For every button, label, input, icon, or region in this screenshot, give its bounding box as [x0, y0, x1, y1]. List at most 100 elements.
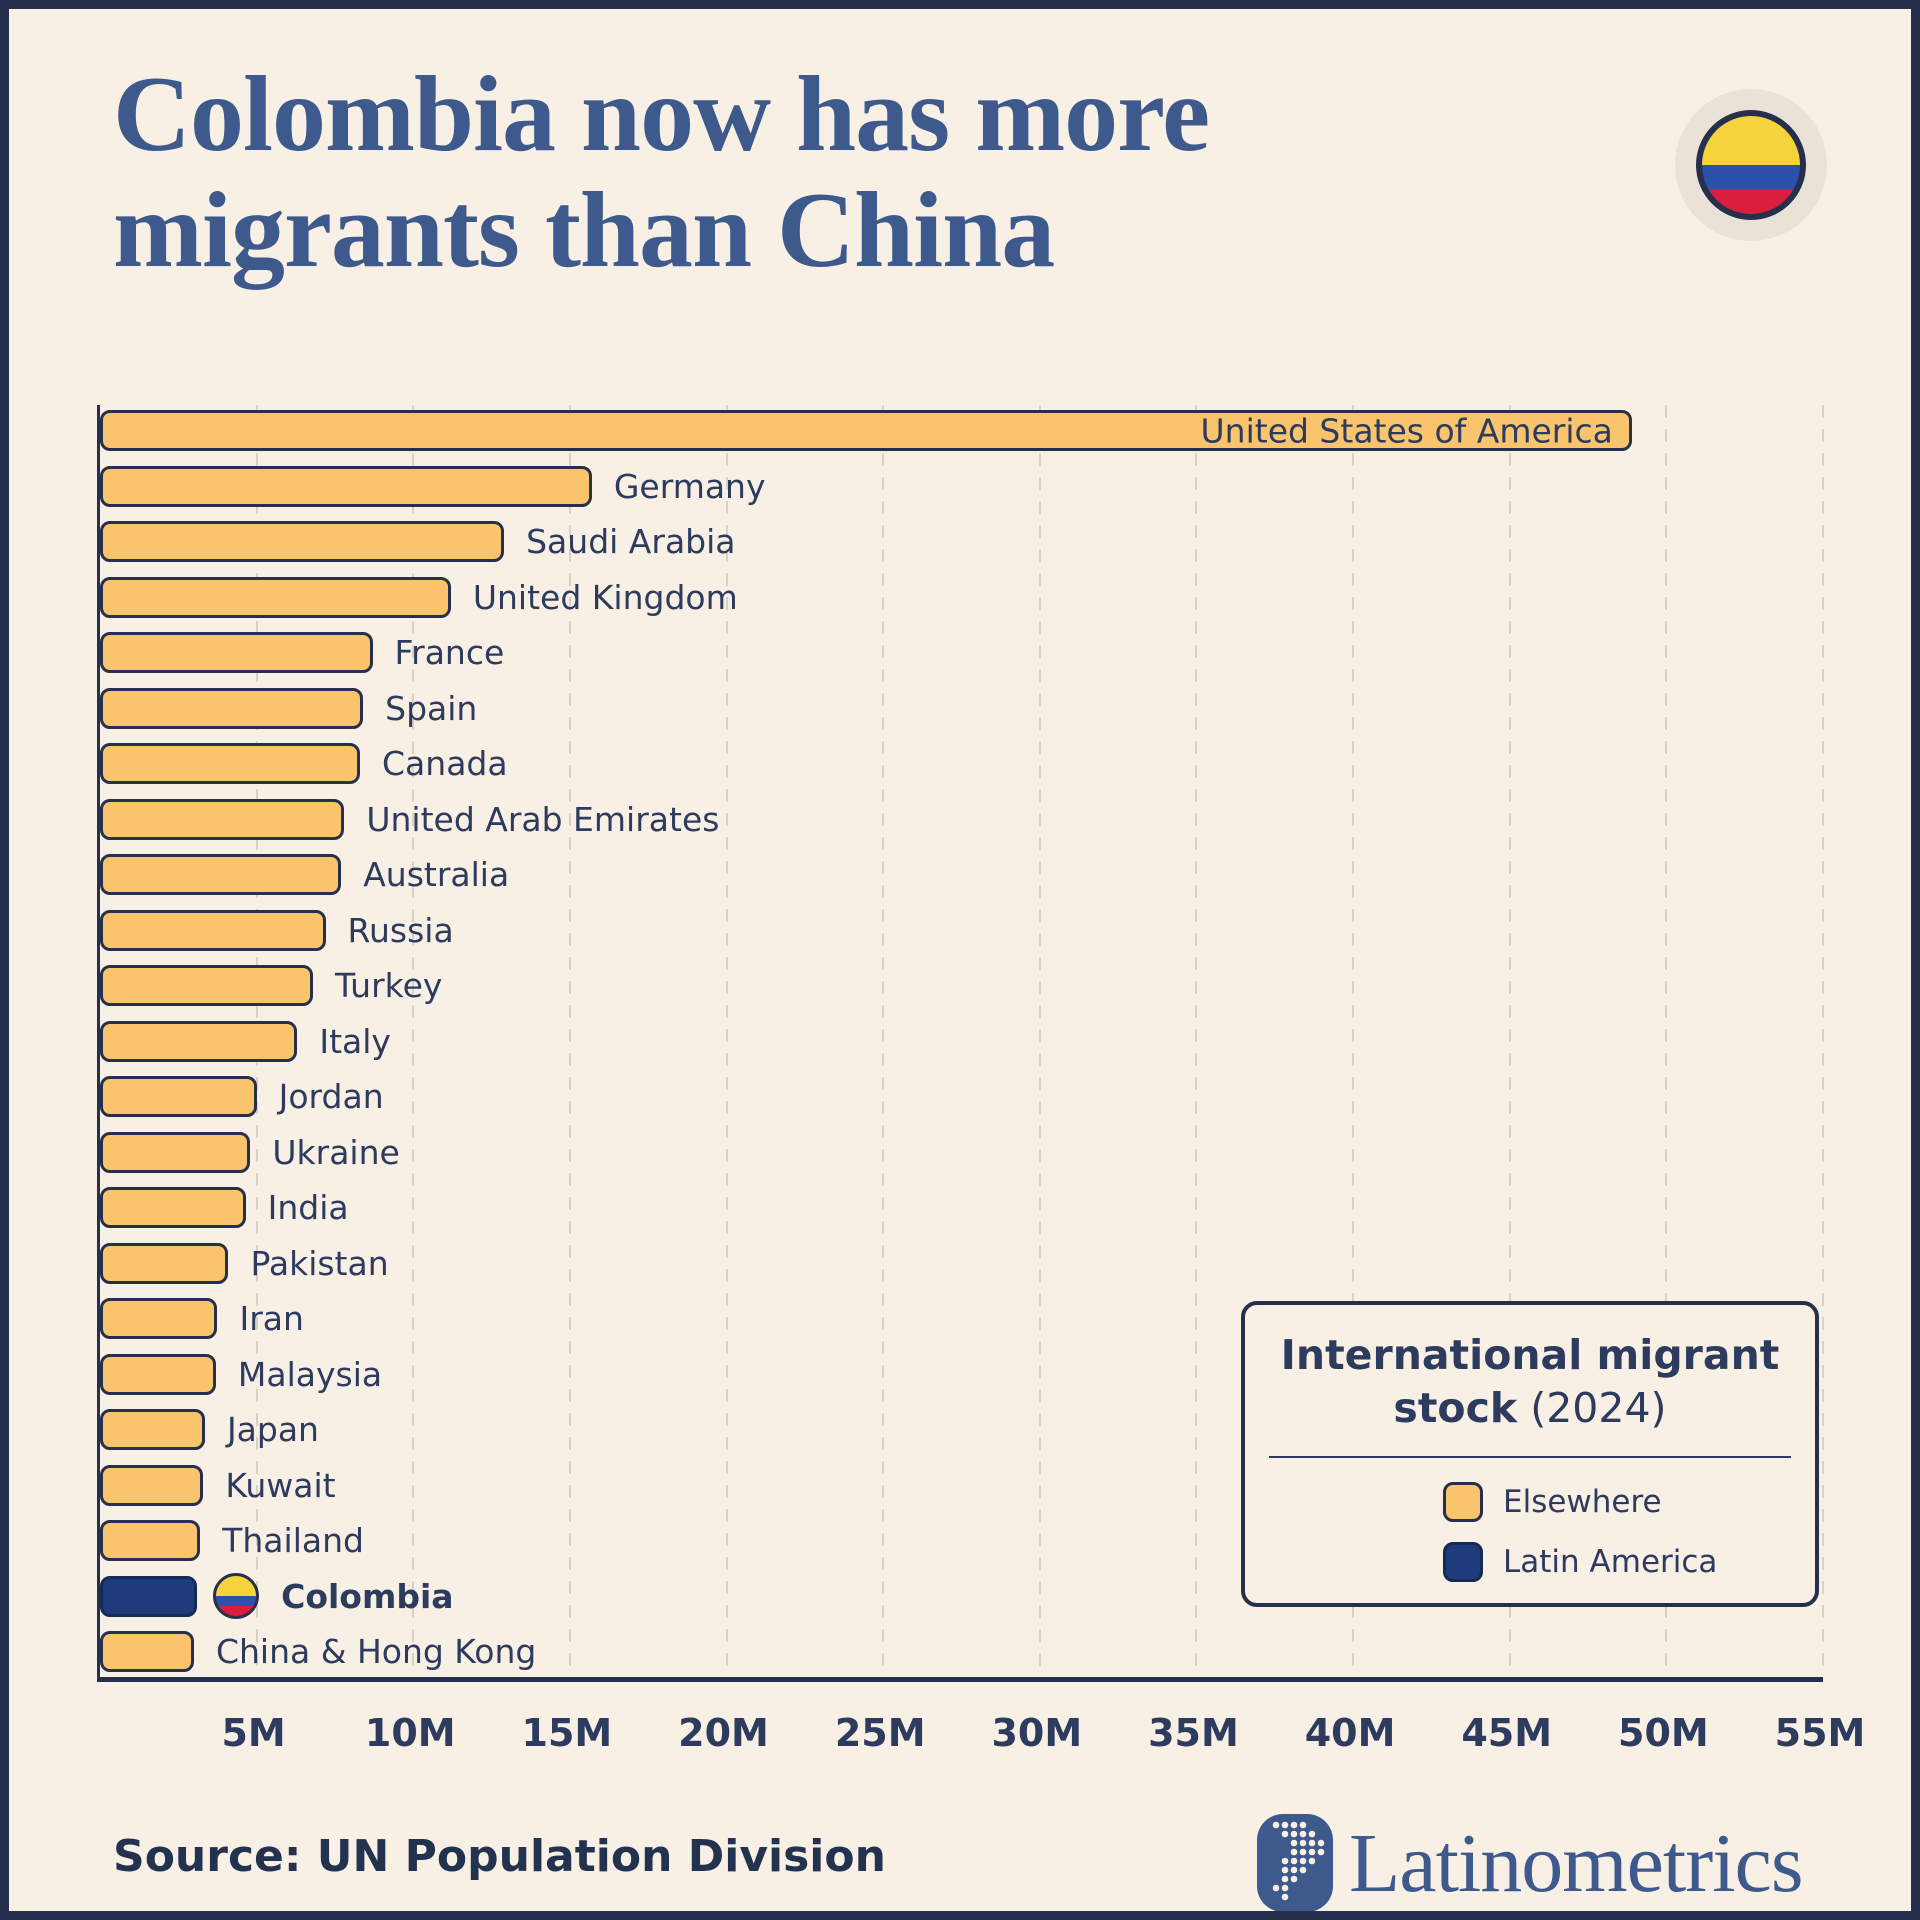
bar-row-turkey: Turkey — [100, 965, 1823, 1006]
bar-spain — [100, 687, 364, 729]
bar-label-turkey: Turkey — [335, 966, 443, 1005]
bar-label-china-hong-kong: China & Hong Kong — [215, 1632, 537, 1671]
source-text: Source: UN Population Division — [113, 1831, 886, 1882]
bar-label-italy: Italy — [319, 1021, 391, 1061]
bar-colombia — [100, 1575, 198, 1617]
bar-row-france: France — [100, 632, 1823, 673]
legend-swatch-latin-america — [1443, 1541, 1483, 1582]
gridline-15M — [568, 405, 571, 1677]
bar-united-kingdom — [100, 576, 451, 618]
brand-name: Latinometrics — [1349, 1816, 1804, 1910]
bar-label-germany: Germany — [613, 466, 766, 506]
bar-label-kuwait: Kuwait — [225, 1465, 336, 1505]
bar-row-united-kingdom: United Kingdom — [100, 576, 1823, 618]
bar-thailand — [100, 1520, 201, 1561]
bar-turkey — [100, 965, 314, 1006]
gridline-10M — [412, 405, 415, 1677]
legend-item-latin-america: Latin America — [1443, 1541, 1718, 1582]
brand-logo: Latinometrics — [1257, 1811, 1804, 1911]
tick-label-25M: 25M — [834, 1711, 926, 1755]
legend-label-latin-america: Latin America — [1503, 1543, 1718, 1580]
bar-row-united-arab-emirates: United Arab Emirates — [100, 798, 1823, 840]
bar-row-italy: Italy — [100, 1020, 1823, 1062]
title-line-2: migrants than China — [113, 170, 1055, 290]
bar-label-united-states-of-america: United States of America — [1200, 411, 1613, 450]
tick-label-15M: 15M — [521, 1711, 613, 1755]
bar-united-states-of-america: United States of America — [100, 410, 1632, 451]
legend-items: Elsewhere Latin America — [1443, 1481, 1718, 1582]
bar-row-spain: Spain — [100, 687, 1823, 729]
bar-row-australia: Australia — [100, 854, 1823, 895]
colombia-flag-icon — [213, 1573, 260, 1619]
bar-row-canada: Canada — [100, 743, 1823, 784]
bar-row-ukraine: Ukraine — [100, 1131, 1823, 1173]
tick-label-10M: 10M — [364, 1711, 456, 1755]
bar-saudi-arabia — [100, 521, 505, 562]
tick-label-55M: 55M — [1774, 1711, 1866, 1755]
bar-row-china-hong-kong: China & Hong Kong — [100, 1631, 1823, 1672]
bar-row-japan: Japan — [100, 1409, 1823, 1450]
bar-russia — [100, 909, 326, 951]
bar-row-malaysia: Malaysia — [100, 1353, 1823, 1395]
bar-label-jordan: Jordan — [278, 1077, 384, 1116]
bar-row-russia: Russia — [100, 909, 1823, 951]
tick-label-50M: 50M — [1618, 1711, 1709, 1755]
bar-label-thailand: Thailand — [222, 1521, 364, 1560]
bar-label-united-arab-emirates: United Arab Emirates — [366, 799, 720, 839]
bar-label-australia: Australia — [363, 855, 510, 894]
tick-label-5M: 5M — [221, 1711, 286, 1755]
bar-label-canada: Canada — [382, 744, 508, 783]
legend-title-line-2: stock (2024) — [1393, 1384, 1667, 1433]
legend-box: International migrant stock (2024) Elsew… — [1241, 1301, 1819, 1607]
latam-dot-map-icon — [1257, 1814, 1333, 1911]
gridline-40M — [1352, 405, 1355, 1677]
bar-label-saudi-arabia: Saudi Arabia — [526, 522, 736, 561]
gridline-25M — [882, 405, 885, 1677]
bar-ukraine — [100, 1131, 251, 1173]
bar-row-kuwait: Kuwait — [100, 1464, 1823, 1506]
bar-china-hong-kong — [100, 1631, 194, 1672]
bar-jordan — [100, 1076, 257, 1117]
bar-germany — [100, 465, 592, 507]
legend-divider — [1269, 1455, 1791, 1458]
x-axis-ticks: 5M 10M 15M 20M 25M 30M 35M 40M 45M 50M 55M — [97, 1711, 1865, 1771]
bar-row-saudi-arabia: Saudi Arabia — [100, 521, 1823, 562]
bar-label-malaysia: Malaysia — [237, 1354, 383, 1394]
bar-chart-plot: United States of America Germany Saudi Ara… — [97, 405, 1824, 1682]
gridline-45M — [1508, 405, 1511, 1677]
bar-row-colombia: Colombia — [100, 1573, 1823, 1619]
bar-canada — [100, 743, 361, 784]
bars-container: United States of America Germany Saudi Ara… — [100, 405, 1823, 1677]
tick-label-45M: 45M — [1461, 1711, 1553, 1755]
bar-row-thailand: Thailand — [100, 1520, 1823, 1561]
bar-italy — [100, 1020, 298, 1062]
gridline-35M — [1195, 405, 1198, 1677]
bar-australia — [100, 854, 342, 895]
bar-iran — [100, 1298, 218, 1339]
gridline-20M — [725, 405, 728, 1677]
gridline-30M — [1038, 405, 1041, 1677]
bar-label-iran: Iran — [239, 1299, 304, 1338]
bar-japan — [100, 1409, 205, 1450]
bar-row-jordan: Jordan — [100, 1076, 1823, 1117]
bar-label-pakistan: Pakistan — [250, 1243, 389, 1283]
bar-label-russia: Russia — [347, 910, 454, 950]
bar-label-spain: Spain — [385, 688, 478, 728]
legend-title: International migrant stock (2024) — [1281, 1329, 1780, 1436]
bar-label-france: France — [394, 633, 505, 672]
bar-label-colombia: Colombia — [281, 1576, 454, 1616]
tick-label-40M: 40M — [1304, 1711, 1396, 1755]
bar-row-iran: Iran — [100, 1298, 1823, 1339]
bar-united-arab-emirates — [100, 798, 345, 840]
gridline-50M — [1665, 405, 1668, 1677]
bar-malaysia — [100, 1353, 216, 1395]
bar-india — [100, 1187, 246, 1228]
bar-kuwait — [100, 1464, 204, 1506]
title-line-1: Colombia now has more — [113, 55, 1210, 174]
bar-label-japan: Japan — [226, 1410, 319, 1449]
bar-row-india: India — [100, 1187, 1823, 1228]
tick-label-30M: 30M — [991, 1711, 1083, 1755]
bar-row-united-states-of-america: United States of America — [100, 410, 1823, 451]
bar-label-india: India — [267, 1188, 349, 1227]
